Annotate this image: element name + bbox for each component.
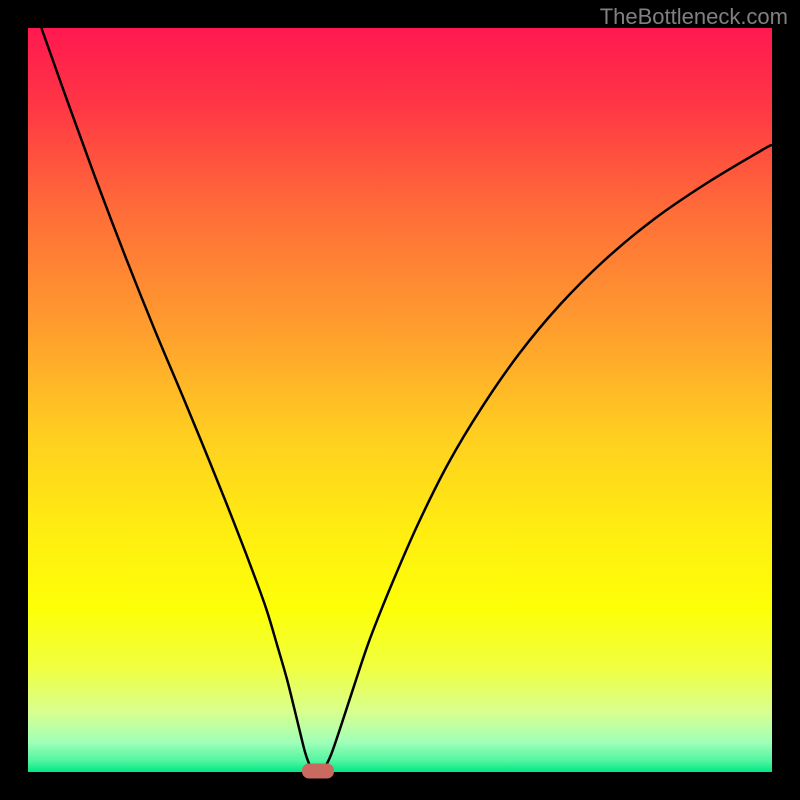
plot-area	[28, 28, 772, 772]
curve-right-branch	[322, 145, 772, 771]
watermark-text: TheBottleneck.com	[600, 4, 788, 30]
minimum-marker	[302, 764, 334, 779]
curve-left-branch	[41, 28, 314, 771]
bottleneck-curve	[28, 28, 772, 772]
chart-container: TheBottleneck.com	[0, 0, 800, 800]
